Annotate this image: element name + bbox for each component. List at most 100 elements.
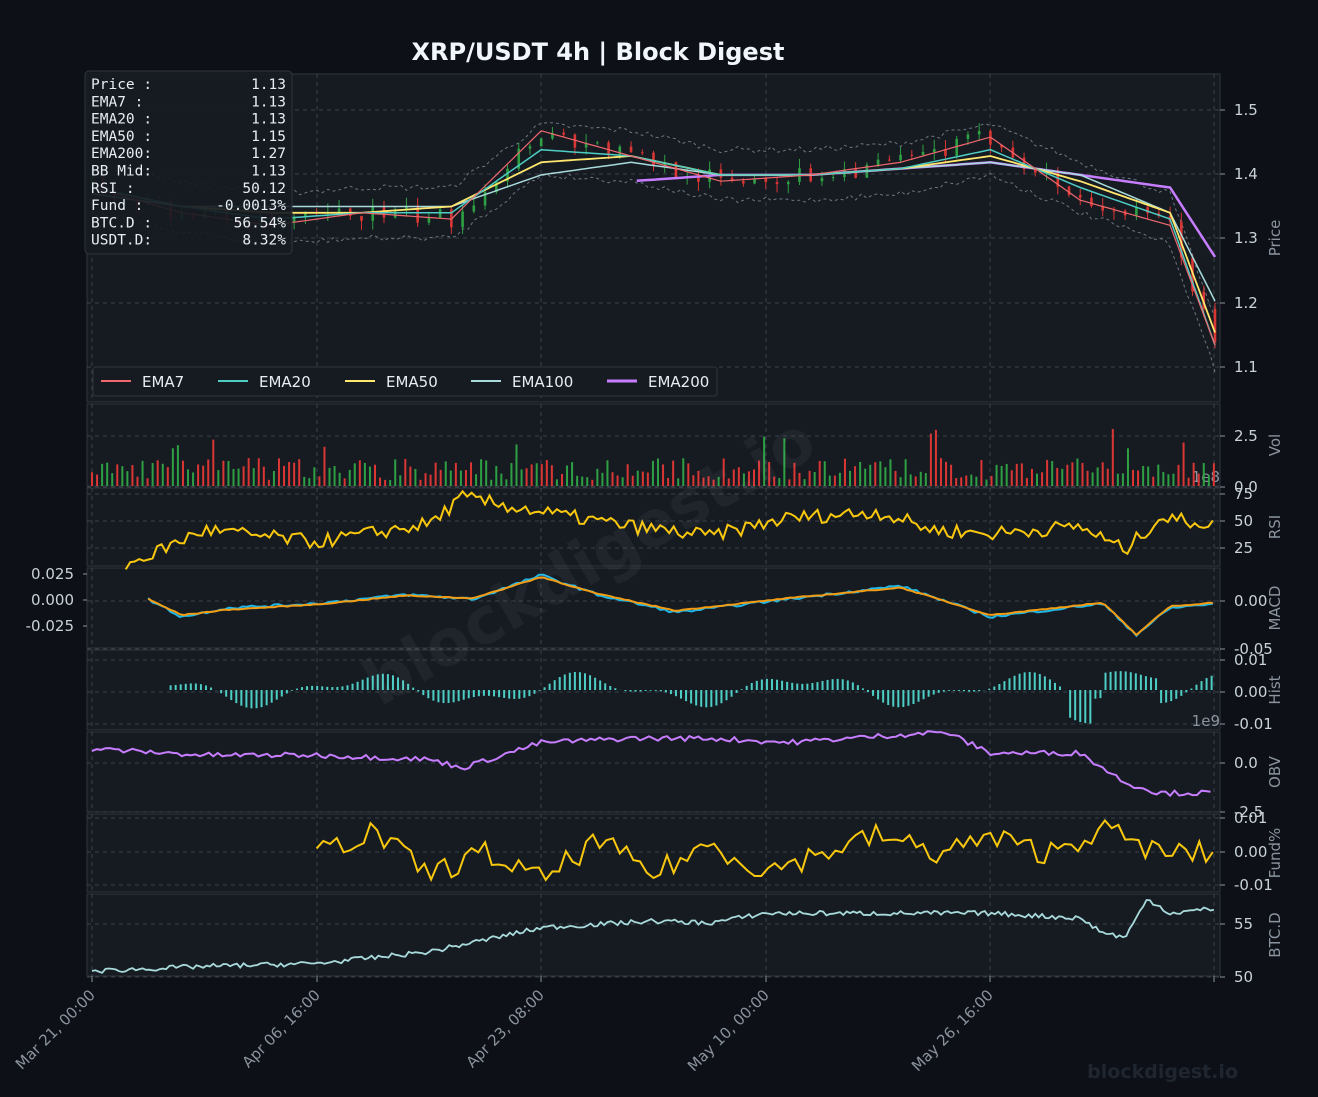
candle-body: [786, 181, 790, 185]
histogram-bar: [1048, 679, 1051, 690]
histogram-bar: [594, 677, 597, 690]
histogram-bar: [397, 677, 400, 690]
volume-bar: [1066, 464, 1069, 486]
volume-bar: [525, 468, 528, 486]
volume-bar: [869, 464, 872, 486]
volume-bar: [919, 471, 922, 486]
volume-bar: [995, 464, 998, 486]
candle-body: [719, 169, 723, 178]
histogram-bar: [412, 687, 415, 690]
volume-bar: [899, 477, 902, 486]
histogram-bar: [1185, 690, 1188, 693]
volume-bar: [914, 476, 917, 486]
volume-bar: [808, 470, 811, 486]
histogram-bar: [295, 688, 298, 690]
volume-bar: [945, 461, 948, 486]
info-label: BTC.D :: [91, 215, 152, 231]
histogram-bar: [801, 683, 804, 690]
legend-label: EMA20: [259, 373, 311, 391]
volume-bar: [849, 470, 852, 486]
histogram-bar: [907, 690, 910, 706]
volume-bar: [389, 479, 392, 486]
histogram-bar: [1165, 690, 1168, 703]
histogram-bar: [1134, 673, 1137, 690]
histogram-bar: [194, 683, 197, 690]
btc-dominance-line: [91, 899, 1215, 974]
histogram-bar: [407, 683, 410, 690]
volume-bar: [717, 476, 720, 486]
volume-bar: [1121, 473, 1124, 486]
histogram-bar: [558, 677, 561, 690]
histogram-bar: [927, 690, 930, 697]
histogram-bar: [735, 690, 738, 693]
histogram-bar: [447, 690, 450, 703]
candle-body: [652, 152, 655, 166]
histogram-bar: [922, 690, 925, 700]
histogram-bar: [776, 679, 779, 690]
candle-body: [494, 181, 498, 193]
histogram-bar: [573, 671, 576, 690]
volume-bar: [727, 478, 730, 486]
volume-bar: [955, 478, 958, 486]
histogram-bar: [695, 690, 698, 706]
histogram-bar: [1149, 677, 1152, 690]
histogram-bar: [856, 685, 859, 690]
legend-label: EMA50: [386, 373, 438, 391]
volume-bar: [116, 464, 119, 486]
volume-bar: [318, 476, 321, 486]
volume-bar: [277, 458, 280, 486]
candle-body: [742, 180, 745, 184]
histogram-bar: [371, 675, 374, 690]
volume-bar: [692, 475, 695, 486]
candle-body: [584, 142, 588, 148]
histogram-bar: [745, 685, 748, 690]
candle-body: [573, 134, 577, 148]
candle-body: [1000, 144, 1003, 148]
histogram-bar: [169, 685, 172, 690]
x-tick-label: May 10, 00:00: [684, 986, 773, 1075]
histogram-bar: [472, 690, 475, 698]
histogram-bar: [250, 690, 253, 709]
candle-body: [607, 142, 610, 156]
histogram-bar: [1109, 671, 1112, 690]
volume-bar: [141, 460, 144, 486]
axis-offset-label: 1e8: [1192, 468, 1220, 486]
y-tick-label: 2.5: [1234, 427, 1258, 445]
histogram-bar: [1069, 690, 1072, 718]
histogram-bar: [897, 690, 900, 708]
volume-bar: [192, 472, 195, 486]
candle-body: [910, 154, 914, 156]
volume-bar: [747, 471, 750, 486]
y-tick-label: 50: [1234, 968, 1253, 986]
left-y-tick-label: 0.025: [31, 565, 74, 583]
histogram-bar: [1013, 675, 1016, 690]
candle-body: [427, 217, 431, 223]
histogram-bar: [321, 686, 324, 690]
histogram-bar: [381, 673, 384, 690]
volume-bar: [545, 460, 548, 486]
histogram-bar: [872, 690, 875, 696]
histogram-bar: [963, 690, 966, 692]
histogram-bar: [1018, 673, 1021, 690]
volume-bar: [439, 469, 442, 486]
volume-bar: [1172, 473, 1175, 486]
volume-bar: [227, 461, 230, 486]
volume-bar: [257, 458, 260, 486]
histogram-bar: [781, 680, 784, 690]
panel-background: [86, 813, 1221, 893]
volume-bar: [434, 462, 437, 486]
histogram-bar: [1003, 681, 1006, 690]
histogram-bar: [386, 674, 389, 690]
volume-bar: [697, 470, 700, 486]
volume-bar: [1182, 442, 1185, 486]
histogram-bar: [568, 672, 571, 690]
volume-bar: [485, 460, 488, 486]
obv-line: [91, 730, 1211, 798]
volume-bar: [616, 475, 619, 486]
volume-bar: [712, 479, 715, 486]
candle-body: [1034, 169, 1037, 173]
volume-bar: [929, 433, 932, 486]
volume-bar: [909, 474, 912, 486]
volume-bar: [939, 458, 942, 486]
candle-body: [876, 159, 880, 165]
